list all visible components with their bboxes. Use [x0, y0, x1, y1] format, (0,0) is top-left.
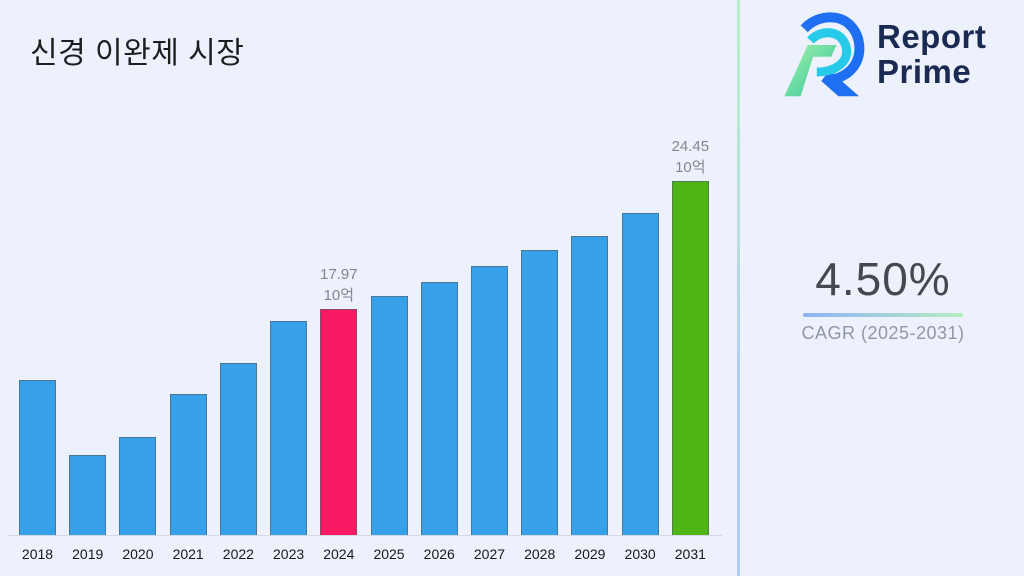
x-tick-2030: 2030	[624, 546, 656, 562]
x-tick-2019: 2019	[72, 546, 104, 562]
x-tick-2022: 2022	[222, 546, 254, 562]
x-tick-2023: 2023	[273, 546, 305, 562]
bar-2018	[19, 379, 56, 536]
bar-column-2028	[521, 136, 559, 536]
bar-column-2021	[169, 136, 207, 536]
x-axis-line	[8, 535, 722, 536]
brand-name-line2: Prime	[877, 53, 972, 90]
x-tick-2024: 2024	[323, 546, 355, 562]
bar-column-2025	[370, 136, 408, 536]
bar-column-2030	[621, 136, 659, 536]
bar-column-2031: 24.45 10억	[672, 136, 709, 536]
bar-2025	[370, 296, 408, 536]
bar-2023	[270, 320, 308, 536]
bar-column-2018	[19, 136, 56, 536]
bar-column-2020	[119, 136, 157, 536]
cagr-stat: 4.50% CAGR (2025-2031)	[773, 252, 993, 344]
bar-2026	[420, 282, 458, 536]
x-tick-2020: 2020	[122, 546, 154, 562]
x-tick-2028: 2028	[524, 546, 556, 562]
x-tick-2025: 2025	[373, 546, 405, 562]
x-tick-2026: 2026	[423, 546, 455, 562]
bar-column-2029	[571, 136, 609, 536]
bar-2021	[169, 393, 207, 536]
bar-2022	[219, 363, 257, 536]
bar-2029	[571, 235, 609, 536]
cagr-value: 4.50%	[815, 253, 951, 305]
bar-column-2019	[69, 136, 107, 536]
page-title: 신경 이완제 시장	[30, 37, 245, 71]
bar-value-label-2031: 24.45 10억	[671, 138, 710, 176]
bar-2027	[470, 265, 508, 536]
bar-2019	[69, 454, 107, 536]
brand-name: Report Prime	[877, 19, 986, 89]
x-tick-2021: 2021	[172, 546, 204, 562]
x-tick-2027: 2027	[473, 546, 506, 562]
cagr-label: CAGR (2025-2031)	[801, 323, 965, 343]
bar-column-2023	[270, 136, 308, 536]
stat-underline	[803, 313, 963, 317]
bar-2031	[671, 181, 709, 536]
x-tick-2029: 2029	[574, 546, 606, 562]
chart-plot-area: 17.97 10억 24.45 10억	[19, 136, 709, 536]
bar-2028	[521, 249, 559, 536]
brand-logo: Report Prime	[779, 8, 986, 100]
bar-column-2027	[470, 136, 508, 536]
brand-name-line1: Report	[877, 18, 987, 55]
report-prime-logo-icon	[784, 12, 865, 97]
bar-2020	[119, 436, 157, 536]
x-tick-2031: 2031	[674, 546, 706, 562]
bar-value-label-2024: 17.97 10억	[320, 266, 358, 305]
bar-column-2022	[219, 136, 257, 536]
bar-2030	[621, 213, 659, 536]
x-tick-2018: 2018	[21, 546, 54, 562]
x-axis-labels: 2018 2019 2020 2021 2022 2023 2024 2025 2026 2027…	[19, 546, 709, 562]
bar-column-2024: 17.97 10억	[320, 136, 358, 536]
panel-divider	[737, 0, 740, 576]
bar-2024	[320, 309, 358, 536]
bar-column-2026	[420, 136, 458, 536]
